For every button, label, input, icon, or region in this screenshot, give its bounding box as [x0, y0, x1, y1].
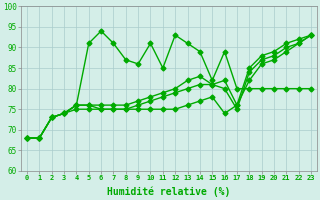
X-axis label: Humidité relative (%): Humidité relative (%) — [107, 187, 231, 197]
